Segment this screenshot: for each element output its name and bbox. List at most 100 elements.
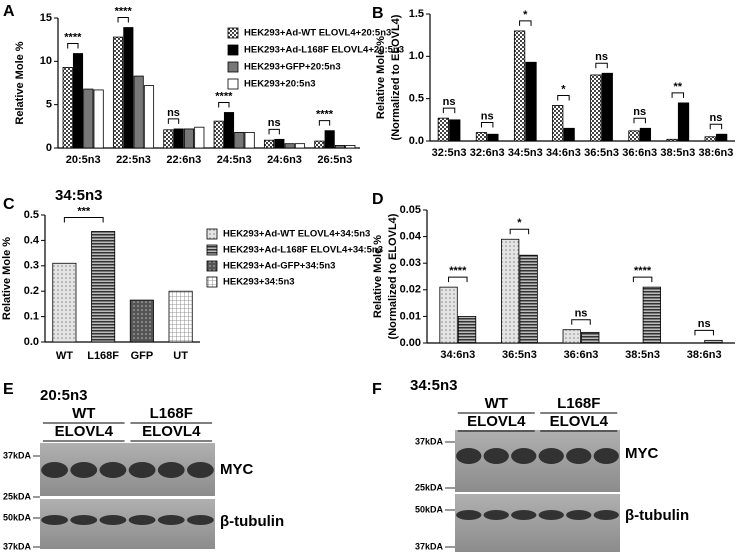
sig-label: ns — [268, 117, 281, 129]
bar — [457, 315, 477, 344]
blot-band — [511, 448, 537, 464]
x-tick-label: 22:6n3 — [166, 154, 201, 166]
band-label: β-tubulin — [625, 507, 689, 524]
blot-band — [41, 462, 68, 478]
legend-label: HEK293+Ad-L168F ELOVL4+34:5n3 — [223, 245, 383, 256]
legend-label: HEK293+20:5n3 — [244, 79, 316, 90]
lane-group-label: WT — [72, 405, 95, 422]
bar — [112, 36, 124, 149]
marker-label: 25kDA — [3, 491, 32, 501]
panel-letter: D — [372, 191, 384, 208]
sig-bracket — [571, 319, 591, 325]
y-tick-label: 10 — [40, 55, 52, 67]
blot-band — [41, 515, 68, 525]
bar — [163, 129, 174, 149]
bar — [628, 130, 640, 142]
x-tick-label: UT — [173, 350, 188, 362]
bar — [519, 254, 538, 344]
sig-bracket — [671, 92, 685, 98]
x-tick-label: 34:5n3 — [508, 147, 543, 159]
sig-label: ns — [698, 318, 711, 330]
bar — [562, 329, 581, 344]
y-axis-label: Relative Mole % — [1, 237, 13, 320]
bar — [513, 30, 526, 142]
bar — [234, 131, 245, 149]
bar — [439, 286, 458, 344]
y-tick-label: 0.00 — [400, 337, 421, 349]
y-tick-label: 1.0 — [409, 50, 424, 62]
blot-band — [99, 462, 127, 478]
panel-letter: A — [3, 3, 15, 20]
bar — [704, 136, 716, 142]
marker-label: 37kDA — [415, 436, 444, 446]
y-tick-label: 0.05 — [400, 204, 421, 216]
bar — [274, 138, 285, 149]
sig-label: ** — [674, 81, 683, 93]
panel-letter: E — [3, 381, 14, 398]
sig-bracket — [318, 120, 331, 126]
bar — [294, 143, 306, 149]
legend-label: HEK293+Ad-GFP+34:5n3 — [223, 261, 335, 272]
y-tick-label: 15 — [40, 12, 52, 24]
blot-band — [187, 515, 214, 525]
bar — [183, 128, 195, 149]
y-tick-label: 0.3 — [24, 260, 39, 272]
lane-group-label: ELOVL4 — [55, 423, 114, 440]
y-tick-label: 0.04 — [400, 231, 422, 243]
bar — [284, 143, 295, 149]
sig-label: ns — [443, 96, 456, 108]
bar — [52, 262, 77, 343]
bar — [525, 61, 537, 142]
sig-label: *** — [77, 205, 91, 217]
blot-image — [455, 430, 620, 492]
x-tick-label: 36:6n3 — [622, 147, 657, 159]
panel-letter: F — [372, 381, 382, 398]
x-tick-label: 34:6n3 — [546, 147, 581, 159]
sig-label: ns — [710, 112, 723, 124]
bar — [244, 131, 255, 149]
bar — [449, 119, 461, 142]
sig-label: * — [517, 217, 522, 229]
sig-label: * — [561, 83, 566, 95]
bar — [173, 128, 184, 149]
bar — [716, 133, 728, 142]
sig-bracket — [442, 107, 456, 114]
bar — [601, 72, 613, 142]
sig-label: * — [523, 9, 528, 21]
sig-label: **** — [634, 265, 652, 277]
bar — [223, 112, 235, 149]
sig-bracket — [509, 228, 530, 235]
x-tick-label: 34:6n3 — [440, 349, 475, 361]
sig-bracket — [632, 276, 653, 283]
legend-label: HEK293+GFP+20:5n3 — [244, 62, 341, 73]
sig-label: ns — [595, 51, 608, 63]
lane-group-label: ELOVL4 — [142, 423, 201, 440]
blot-band — [157, 515, 185, 525]
x-tick-label: 38:5n3 — [625, 349, 660, 361]
sig-bracket — [167, 118, 180, 124]
bar — [642, 286, 661, 344]
band-label: MYC — [220, 461, 254, 478]
legend-swatch — [227, 27, 239, 39]
legend-swatch — [206, 228, 218, 240]
lane-group-label: L168F — [150, 405, 193, 422]
bar — [314, 140, 325, 149]
bar — [194, 126, 205, 149]
sig-bracket — [519, 20, 532, 26]
blot-band — [157, 462, 185, 478]
x-tick-label: 24:5n3 — [217, 154, 252, 166]
sig-bracket — [218, 101, 230, 108]
x-tick-label: 24:6n3 — [267, 154, 302, 166]
blot-image — [455, 494, 620, 552]
blot-band — [483, 510, 509, 520]
blot-image — [40, 499, 215, 549]
y-axis-label: (Normalized to ELOVL4) — [387, 213, 399, 339]
sig-bracket — [633, 117, 646, 124]
x-tick-label: 36:6n3 — [564, 349, 599, 361]
y-tick-label: 0.0 — [409, 135, 424, 147]
y-axis-label: Relative Mole % — [375, 36, 387, 119]
bar — [581, 331, 600, 344]
bar — [563, 127, 575, 142]
sig-bracket — [117, 17, 129, 23]
